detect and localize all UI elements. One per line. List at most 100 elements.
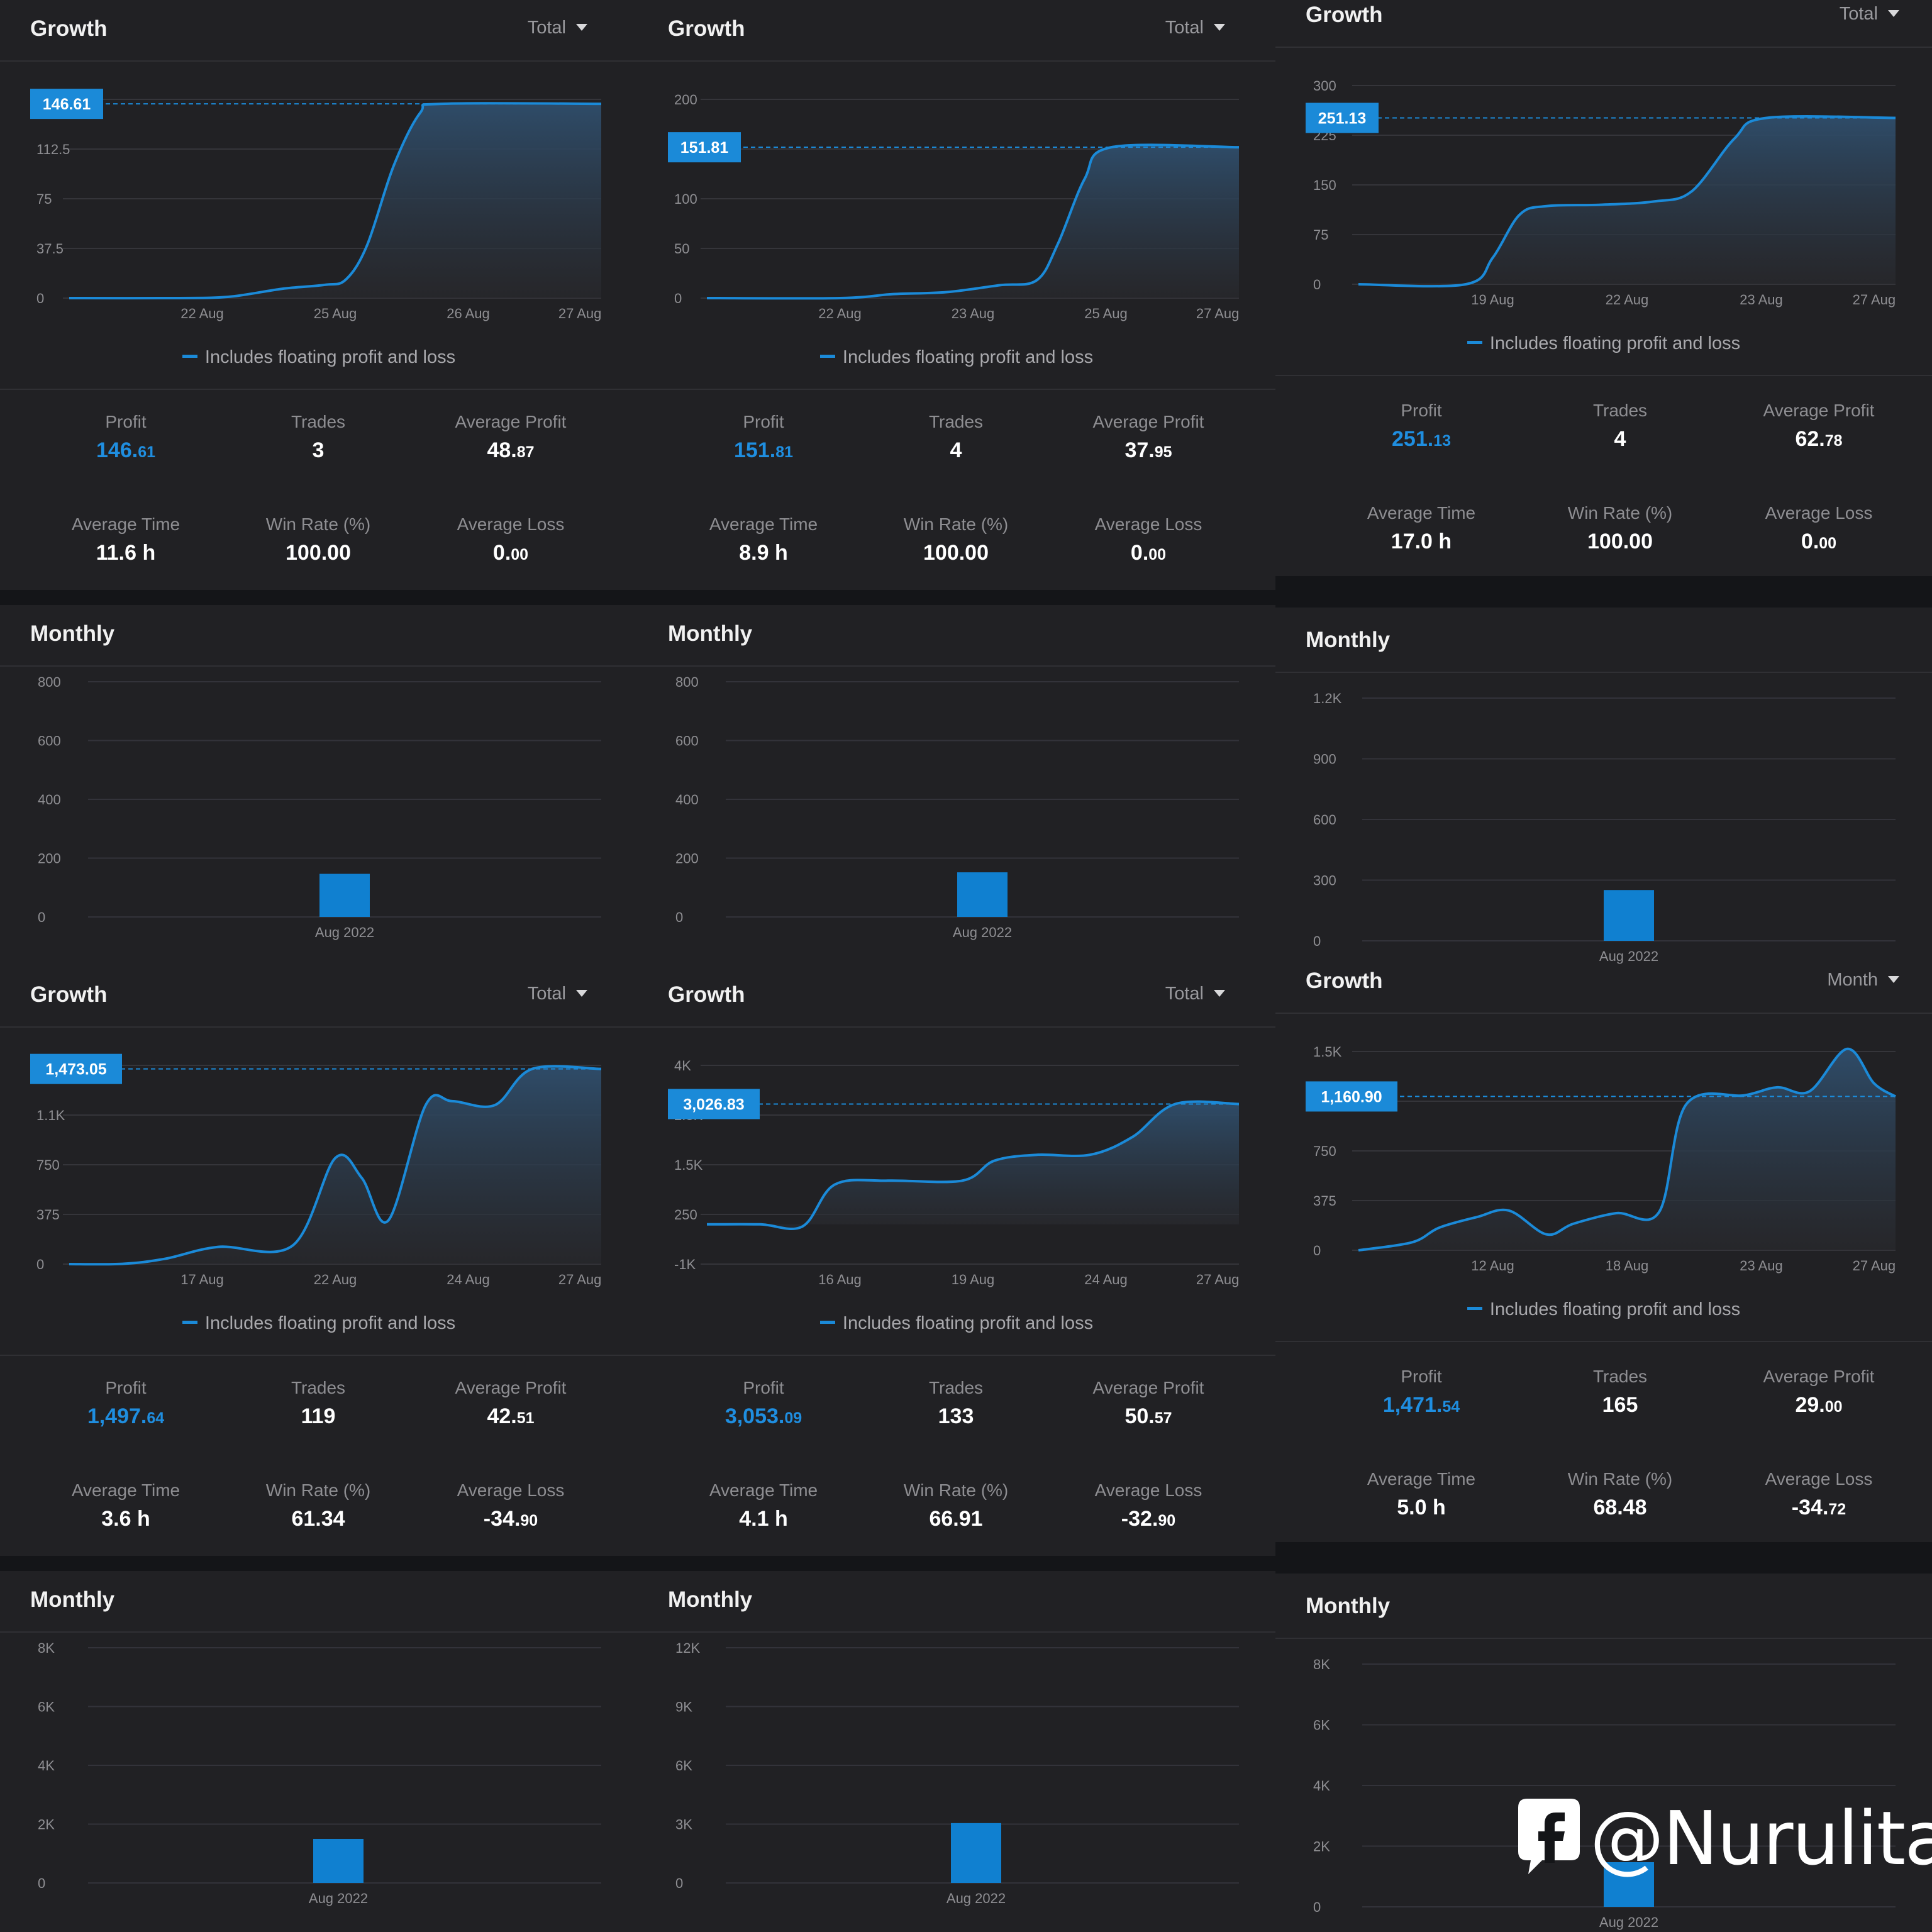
stat-label: Average Loss: [457, 514, 565, 534]
stat-value-int: 0.: [492, 541, 511, 565]
header-divider: [0, 1026, 638, 1028]
legend-swatch: [182, 354, 197, 358]
x-tick-label: 25 Aug: [314, 306, 357, 321]
x-tick-label: 27 Aug: [1853, 292, 1896, 308]
y-tick-label: 400: [38, 792, 61, 808]
x-tick-label: 22 Aug: [180, 306, 224, 321]
y-tick-label: 75: [1313, 227, 1328, 243]
stat-value-dec: 61: [138, 443, 155, 461]
period-dropdown[interactable]: Month: [1827, 970, 1899, 991]
stat-value-int: 100.00: [1587, 530, 1653, 553]
legend-swatch: [819, 1320, 835, 1324]
monthly-bar: [1604, 890, 1654, 941]
stat-value-int: 3,053.: [724, 1404, 785, 1428]
stat-value-dec: 95: [1154, 443, 1172, 461]
current-value-badge: [30, 89, 103, 119]
stat-profit: Profit 151.81: [669, 412, 858, 463]
stat-value: 5.0 h: [1327, 1496, 1516, 1520]
stat-value-int: 50.: [1124, 1404, 1155, 1428]
stats-divider: [1275, 1341, 1932, 1342]
y-tick-label: 50: [674, 241, 689, 257]
stat-profit: Profit 3,053.09: [669, 1378, 858, 1429]
current-value-text: 1,160.90: [1321, 1088, 1382, 1106]
chart-legend: Includes floating profit and loss: [1275, 333, 1932, 354]
stat-average-profit: Average Profit 29.00: [1724, 1367, 1913, 1418]
monthly-chart: 0 300 600 900 1.2K Aug 2022: [1313, 691, 1896, 964]
stat-label: Average Time: [71, 514, 180, 534]
x-tick-label: Aug 2022: [947, 1890, 1006, 1906]
stat-win-rate: Win Rate (%) 68.48: [1526, 1469, 1714, 1520]
x-tick-label: 12 Aug: [1471, 1258, 1514, 1274]
y-tick-label: 0: [1313, 277, 1321, 292]
legend-swatch: [819, 354, 835, 358]
growth-area: [69, 1066, 601, 1265]
legend-swatch: [1467, 1306, 1482, 1310]
stats-divider: [638, 389, 1275, 390]
period-dropdown[interactable]: Total: [528, 984, 587, 1004]
stat-label: Win Rate (%): [903, 514, 1009, 534]
y-tick-label: 4K: [1313, 1778, 1330, 1794]
stat-label: Trades: [1592, 1367, 1648, 1386]
monthly-chart: 0 200 400 600 800 Aug 2022: [38, 674, 601, 940]
y-tick-label: 1.1K: [36, 1108, 65, 1123]
y-tick-label: 200: [38, 851, 61, 867]
stat-label: Average Time: [71, 1480, 180, 1500]
growth-line: [1358, 1047, 1897, 1252]
stat-trades: Trades 133: [862, 1378, 1050, 1429]
x-tick-label: 27 Aug: [558, 306, 602, 321]
current-value-text: 146.61: [43, 96, 91, 113]
stat-value-int: 61.34: [291, 1507, 345, 1531]
stat-average-time: Average Time 17.0 h: [1327, 503, 1516, 554]
screenshot-half: Growth Total 0 37.5 75 112.5 150 22 Aug 25 Aug 26…: [0, 0, 1932, 966]
header-divider: [1275, 1638, 1932, 1639]
y-tick-label: 6K: [1313, 1718, 1330, 1733]
stat-value-int: 29.: [1795, 1393, 1825, 1417]
y-tick-label: 6K: [675, 1758, 692, 1774]
y-tick-label: 200: [675, 851, 699, 867]
stat-value-dec: 81: [775, 443, 793, 461]
growth-line: [706, 1100, 1240, 1230]
stat-label: Win Rate (%): [1567, 503, 1673, 523]
y-tick-label: 600: [38, 733, 61, 749]
x-tick-label: 23 Aug: [1740, 292, 1783, 308]
stat-value-dec: 64: [147, 1409, 165, 1427]
stat-value-int: 251.: [1392, 427, 1434, 451]
stat-average-time: Average Time 4.1 h: [669, 1480, 858, 1531]
stats-divider: [638, 1355, 1275, 1356]
stat-value: 3: [224, 438, 413, 463]
stat-value: 62.78: [1724, 427, 1913, 452]
stat-average-profit: Average Profit 48.87: [416, 412, 605, 463]
x-tick-label: 16 Aug: [818, 1272, 862, 1287]
monthly-bar: [951, 1823, 1001, 1883]
period-dropdown[interactable]: Total: [1840, 4, 1899, 25]
stat-value-dec: 09: [784, 1409, 802, 1427]
y-tick-label: 600: [675, 733, 699, 749]
x-tick-label: 23 Aug: [952, 306, 995, 321]
monthly-card: Monthly 0 2K 4K 6K 8K Aug 2022: [0, 1571, 638, 1932]
header-divider: [638, 1026, 1275, 1028]
stat-profit: Profit 1,471.54: [1327, 1367, 1516, 1418]
monthly-card: Monthly 0 200 400 600 800 Aug 2022: [638, 605, 1275, 966]
period-dropdown[interactable]: Total: [528, 18, 587, 38]
stat-value: 8.9 h: [669, 541, 858, 565]
stat-label: Win Rate (%): [903, 1480, 1009, 1500]
stat-label: Average Profit: [1092, 412, 1204, 431]
legend-label: Includes floating profit and loss: [204, 347, 456, 367]
x-tick-label: 24 Aug: [1084, 1272, 1128, 1287]
stat-value: 165: [1526, 1393, 1714, 1418]
period-dropdown[interactable]: Total: [1165, 984, 1225, 1004]
period-dropdown-label: Total: [1839, 4, 1878, 24]
stat-profit: Profit 146.61: [31, 412, 220, 463]
stat-value-dec: 90: [1158, 1512, 1176, 1530]
stat-label: Profit: [1401, 401, 1442, 420]
stat-value-int: 17.0 h: [1391, 530, 1452, 553]
period-dropdown[interactable]: Total: [1165, 18, 1225, 38]
stat-average-loss: Average Loss -34.90: [416, 1480, 605, 1531]
monthly-card: Monthly 0 300 600 900 1.2K Aug 2022: [1275, 608, 1932, 966]
stat-win-rate: Win Rate (%) 100.00: [1526, 503, 1714, 554]
